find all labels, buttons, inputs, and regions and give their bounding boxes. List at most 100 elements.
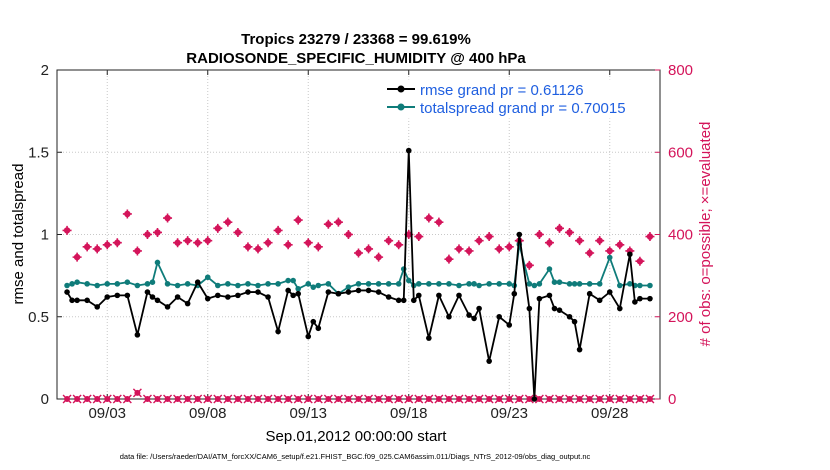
totalspread-point: [245, 281, 251, 287]
possible-obs-cross: [585, 248, 595, 258]
possible-obs-marker: [132, 246, 142, 256]
evaluated-obs-cross: [464, 394, 474, 404]
evaluated-obs-cross: [474, 394, 484, 404]
totalspread-point: [124, 279, 131, 286]
evaluated-obs-marker: [434, 394, 444, 404]
totalspread-point: [365, 281, 372, 287]
rmse-point: [476, 305, 482, 312]
rmse-point: [456, 292, 462, 299]
x-tick-label: 09/03: [88, 405, 126, 422]
possible-obs-cross: [343, 230, 353, 239]
rmse-point: [506, 322, 513, 328]
evaluated-obs-marker: [193, 394, 203, 404]
evaluated-obs-marker: [585, 394, 595, 404]
totalspread-point: [596, 281, 603, 287]
possible-obs-marker: [544, 238, 554, 248]
x-axis-label: Sep.01,2012 00:00:00 start: [266, 428, 448, 445]
rmse-point: [345, 289, 352, 295]
evaluated-obs-marker: [343, 394, 353, 404]
possible-obs-cross: [565, 227, 575, 237]
totalspread-point: [235, 282, 241, 289]
evaluated-obs-cross: [213, 394, 223, 404]
evaluated-obs-cross: [343, 394, 353, 404]
rmse-point: [315, 325, 322, 332]
possible-obs-cross: [394, 240, 404, 250]
y2-axis-label: # of obs: o=possible; ×=evaluated: [697, 122, 714, 347]
possible-obs-cross: [82, 242, 92, 252]
totalspread-point: [606, 254, 613, 261]
possible-obs-cross: [163, 213, 173, 223]
y2-tick-label: 600: [668, 144, 693, 161]
possible-obs-marker: [293, 215, 303, 225]
totalspread-point: [446, 281, 452, 287]
possible-obs-cross: [92, 244, 102, 254]
possible-obs-cross: [233, 227, 243, 237]
rmse-point: [526, 305, 533, 312]
possible-obs-marker: [565, 227, 575, 237]
totalspread-point: [345, 284, 352, 290]
rmse-point: [576, 346, 583, 353]
totalspread-point: [255, 282, 261, 289]
possible-obs-cross: [173, 238, 183, 248]
rmse-point: [385, 294, 392, 300]
totalspread-point: [385, 281, 392, 287]
possible-obs-cross: [494, 244, 504, 254]
possible-obs-markers: [62, 209, 655, 270]
y-tick-label: 2: [41, 62, 49, 79]
y2-axis-ticks: 0 200 400 600 800: [655, 62, 693, 408]
possible-obs-marker: [253, 244, 263, 254]
evaluated-obs-cross: [293, 394, 303, 404]
evaluated-obs-cross: [524, 394, 534, 404]
possible-obs-marker: [122, 209, 132, 219]
possible-obs-marker: [213, 223, 223, 233]
rmse-point: [471, 315, 477, 322]
evaluated-obs-marker: [62, 394, 72, 404]
totalspread-point: [395, 281, 402, 287]
rmse-series: [64, 147, 653, 402]
chart-title-line1: Tropics 23279 / 23368 = 99.619%: [241, 31, 471, 48]
rmse-point: [466, 312, 472, 318]
totalspread-point: [571, 281, 578, 287]
evaluated-obs-cross: [253, 394, 263, 404]
totalspread-point: [466, 281, 472, 287]
possible-obs-marker: [454, 244, 464, 254]
evaluated-obs-cross: [243, 394, 253, 404]
evaluated-obs-cross: [615, 394, 625, 404]
rmse-point: [295, 290, 302, 297]
evaluated-obs-marker: [494, 394, 504, 404]
rmse-point: [144, 289, 151, 295]
y-tick-label: 1: [41, 227, 49, 244]
totalspread-point: [471, 281, 477, 287]
totalspread-point: [576, 281, 583, 287]
possible-obs-cross: [444, 254, 454, 264]
evaluated-obs-marker: [92, 394, 102, 404]
possible-obs-marker: [273, 225, 283, 235]
rmse-point: [627, 251, 633, 258]
evaluated-obs-cross: [203, 394, 213, 404]
possible-obs-marker: [233, 227, 243, 237]
totalspread-point: [405, 277, 412, 284]
rmse-point: [225, 294, 231, 300]
totalspread-point: [64, 282, 70, 289]
possible-obs-cross: [524, 260, 534, 270]
rmse-point: [265, 294, 271, 300]
evaluated-obs-cross: [434, 394, 444, 404]
possible-obs-cross: [183, 236, 193, 246]
totalspread-point: [154, 259, 161, 266]
rmse-point: [69, 297, 75, 304]
possible-obs-cross: [615, 240, 625, 250]
possible-obs-cross: [142, 230, 152, 239]
evaluated-obs-cross: [122, 394, 132, 404]
evaluated-obs-marker: [132, 388, 142, 398]
rmse-point: [290, 292, 296, 299]
possible-obs-cross: [62, 225, 72, 235]
totalspread-point: [285, 277, 291, 284]
possible-obs-cross: [132, 246, 142, 256]
totalspread-point: [104, 281, 111, 287]
legend-box: [383, 79, 657, 119]
rmse-point: [204, 295, 211, 302]
totalspread-point: [144, 281, 151, 287]
rmse-point: [194, 279, 201, 286]
totalspread-point: [275, 281, 281, 287]
possible-obs-marker: [323, 219, 333, 229]
